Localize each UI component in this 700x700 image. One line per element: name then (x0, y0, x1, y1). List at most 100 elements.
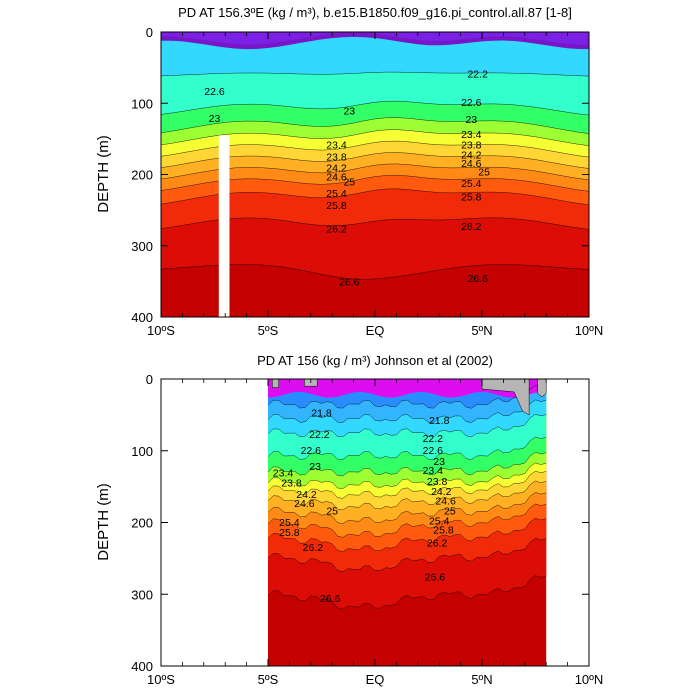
x-tick-label: 5ºN (471, 323, 492, 338)
contour-label: 26.6 (425, 571, 446, 583)
contour-label: 25.4 (461, 178, 482, 190)
contour-label: 26.2 (427, 538, 448, 550)
contour-label: 23 (465, 114, 477, 126)
contour-label: 25 (343, 177, 355, 189)
contour-label: 23 (433, 456, 445, 468)
contour-label: 23.8 (461, 140, 482, 152)
contour-line (160, 152, 590, 169)
y-tick-label: 0 (146, 25, 153, 40)
contour-label: 24.6 (294, 498, 315, 510)
contour-label: 23 (343, 105, 355, 117)
x-tick-label: 10ºS (147, 323, 175, 338)
panel-model: PD AT 156.3ºE (kg / m³), b.e15.B1850.f09… (95, 5, 603, 338)
contour-label: 26.2 (326, 224, 347, 236)
y-tick-label: 300 (131, 587, 153, 602)
contour-label: 23.8 (427, 476, 448, 488)
panel-observed-axes: 10ºS 5ºS EQ 5ºN 10ºN 0 100 200 300 400 (131, 372, 603, 687)
contour-label: 25.8 (461, 192, 482, 204)
x-tick-label: 10ºN (575, 323, 604, 338)
contour-label: 26.6 (320, 593, 341, 605)
contour-label: 21.8 (311, 408, 332, 420)
contour-line (267, 462, 547, 489)
contour-label: 22.6 (423, 445, 444, 457)
contour-label: 22.2 (423, 433, 444, 445)
contour-line (267, 480, 547, 511)
panel-observed-contour-lines (267, 385, 547, 610)
y-tick-label: 300 (131, 239, 153, 254)
contour-label: 24.2 (461, 150, 482, 162)
y-tick-label: 400 (131, 659, 153, 674)
y-tick-label: 100 (131, 444, 153, 459)
contour-line (267, 503, 547, 538)
contour-line (267, 385, 547, 409)
missing-data-patch (272, 378, 279, 388)
contour-label: 25.4 (429, 515, 450, 527)
contour-label: 23.4 (273, 467, 294, 479)
contour-label: 26.6 (339, 276, 360, 288)
contour-label: 25 (478, 167, 490, 179)
contour-label: 23 (209, 113, 221, 125)
x-tick-label: 5ºS (258, 323, 279, 338)
contour-label: 22.2 (309, 429, 330, 441)
panel-observed-y-axis-label: DEPTH (m) (95, 483, 112, 561)
contour-label: 26.2 (303, 542, 324, 554)
contour-line (160, 117, 590, 134)
y-tick-label: 0 (146, 372, 153, 387)
x-tick-label: EQ (366, 672, 385, 687)
y-tick-label: 400 (131, 310, 153, 325)
contour-line (160, 175, 590, 192)
x-tick-label: 10ºS (147, 672, 175, 687)
panel-observed-contour-labels: 21.822.222.62323.423.824.224.62525.425.8… (273, 408, 456, 605)
contour-label: 26.2 (461, 221, 482, 233)
x-tick-label: 5ºN (471, 672, 492, 687)
y-tick-label: 200 (131, 516, 153, 531)
contour-label: 26.6 (467, 273, 488, 285)
panel-model-title: PD AT 156.3ºE (kg / m³), b.e15.B1850.f09… (178, 5, 572, 20)
panel-model-filled-contours (161, 32, 589, 317)
contour-label: 25.8 (279, 527, 300, 539)
contour-line (160, 188, 590, 206)
contour-label: 25.8 (326, 200, 347, 212)
missing-data-patch (537, 378, 547, 398)
x-tick-label: 5ºS (258, 672, 279, 687)
contour-label: 24.6 (435, 495, 456, 507)
contour-label: 21.8 (429, 415, 450, 427)
contour-label: 24.2 (431, 486, 452, 498)
contour-line (160, 71, 590, 77)
contour-label: 23 (309, 461, 321, 473)
contour-line (267, 470, 547, 499)
contour-line (160, 100, 590, 116)
contour-line (160, 129, 590, 146)
x-tick-label: 10ºN (575, 672, 604, 687)
panel-observed: PD AT 156 (kg / m³) Johnson et al (2002)… (95, 353, 603, 687)
contour-label: 22.6 (301, 445, 322, 457)
contour-label: 24.2 (326, 162, 347, 174)
contour-label: 25.4 (326, 188, 347, 200)
contour-line (267, 517, 547, 552)
contour-line (160, 140, 590, 158)
surface-band (268, 379, 547, 398)
panel-model-contour-labels: 22.6232323.423.824.224.62525.425.826.226… (204, 68, 490, 288)
contour-line (160, 163, 590, 181)
y-tick-label: 100 (131, 96, 153, 111)
contour-line (267, 492, 547, 524)
panel-observed-title: PD AT 156 (kg / m³) Johnson et al (2002) (257, 353, 493, 368)
contour-label: 22.2 (467, 68, 488, 80)
contour-label: 23.4 (461, 129, 482, 141)
panel-observed-filled-contours (268, 379, 547, 666)
contour-label: 22.6 (204, 86, 225, 98)
contour-line (160, 217, 590, 230)
contour-line (160, 264, 590, 280)
x-tick-label: EQ (366, 323, 385, 338)
contour-label: 23.8 (326, 152, 347, 164)
contour-label: 25.4 (279, 517, 300, 529)
panel-model-axes: 10ºS 5ºS EQ 5ºN 10ºN 0 100 200 300 400 (131, 25, 603, 338)
contour-line (267, 451, 547, 477)
contour-label: 24.6 (326, 172, 347, 184)
contour-line (267, 436, 547, 461)
contour-line (267, 538, 547, 573)
contour-label: 23.8 (281, 477, 302, 489)
panel-model-missing-column (218, 135, 230, 317)
contour-label: 24.2 (296, 489, 317, 501)
